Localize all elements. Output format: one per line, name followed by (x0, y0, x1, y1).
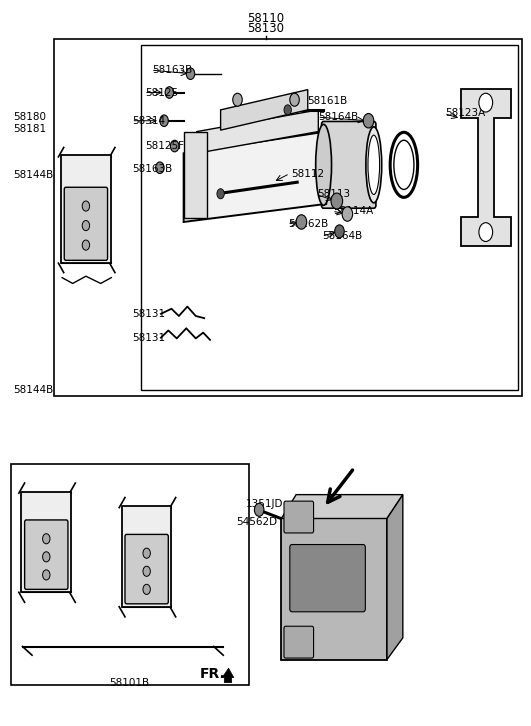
Circle shape (160, 115, 168, 126)
Ellipse shape (316, 124, 331, 205)
Ellipse shape (366, 127, 382, 203)
Text: 58110: 58110 (247, 12, 284, 25)
Circle shape (254, 503, 264, 516)
Polygon shape (222, 668, 234, 682)
Circle shape (479, 223, 493, 242)
Text: 58163B: 58163B (152, 65, 192, 75)
Circle shape (363, 113, 374, 128)
Text: 58144B: 58144B (13, 170, 53, 180)
Circle shape (217, 189, 224, 199)
FancyBboxPatch shape (64, 187, 108, 261)
Circle shape (170, 140, 179, 152)
FancyBboxPatch shape (284, 627, 314, 658)
Circle shape (42, 534, 50, 544)
FancyBboxPatch shape (321, 121, 376, 208)
Text: 58125: 58125 (145, 88, 178, 97)
Circle shape (42, 570, 50, 580)
Circle shape (479, 93, 493, 112)
Circle shape (42, 552, 50, 562)
Circle shape (143, 584, 150, 595)
Text: 58161B: 58161B (307, 96, 347, 106)
Circle shape (82, 240, 90, 250)
Text: 54562D: 54562D (236, 517, 278, 527)
Text: 58181: 58181 (13, 123, 46, 134)
Text: 58130: 58130 (247, 23, 284, 36)
Text: 58180: 58180 (13, 112, 46, 122)
Text: 58101B: 58101B (110, 677, 150, 688)
Polygon shape (197, 110, 318, 153)
FancyBboxPatch shape (122, 506, 172, 607)
Polygon shape (461, 89, 511, 246)
FancyBboxPatch shape (284, 501, 314, 533)
Circle shape (233, 93, 242, 106)
Polygon shape (184, 131, 326, 222)
Ellipse shape (368, 135, 380, 195)
Circle shape (342, 207, 353, 221)
FancyBboxPatch shape (290, 544, 365, 612)
Text: 58125F: 58125F (145, 141, 184, 151)
Text: 58314: 58314 (132, 115, 166, 126)
Text: 58163B: 58163B (132, 164, 173, 174)
Circle shape (165, 86, 174, 98)
Polygon shape (281, 518, 387, 659)
FancyBboxPatch shape (184, 131, 208, 219)
Polygon shape (281, 494, 403, 518)
Text: 58131: 58131 (132, 333, 166, 343)
Text: 58113: 58113 (317, 189, 350, 200)
Circle shape (82, 221, 90, 231)
Text: FR.: FR. (200, 667, 225, 681)
Text: 58164B: 58164B (322, 232, 363, 242)
Text: 58112: 58112 (291, 168, 324, 179)
Text: 58123A: 58123A (445, 108, 485, 118)
Circle shape (156, 162, 164, 174)
Polygon shape (387, 494, 403, 659)
Polygon shape (220, 89, 308, 130)
FancyBboxPatch shape (21, 492, 71, 592)
Circle shape (143, 548, 150, 558)
Bar (54, 39, 521, 396)
Text: 1351JD: 1351JD (245, 499, 283, 509)
Text: 58131: 58131 (132, 309, 166, 319)
Circle shape (186, 68, 195, 79)
Text: 58164B: 58164B (318, 112, 358, 122)
Bar (11, 464, 249, 685)
Circle shape (143, 566, 150, 576)
Circle shape (296, 215, 307, 229)
FancyBboxPatch shape (61, 155, 111, 264)
Circle shape (290, 93, 299, 106)
FancyBboxPatch shape (125, 534, 168, 604)
Bar (141, 45, 518, 391)
Circle shape (284, 105, 292, 115)
Text: 58114A: 58114A (333, 206, 373, 216)
Circle shape (82, 201, 90, 211)
Text: 58162B: 58162B (288, 219, 329, 229)
Circle shape (335, 225, 344, 238)
Circle shape (331, 193, 342, 209)
Text: 58144B: 58144B (13, 386, 53, 396)
FancyBboxPatch shape (24, 520, 68, 590)
